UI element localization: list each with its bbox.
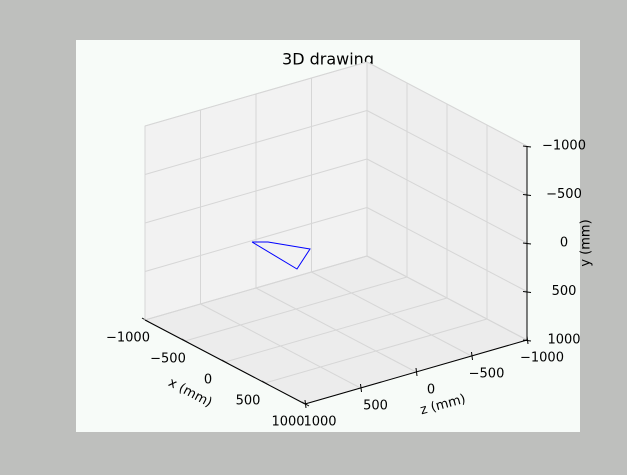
x-tick-label: 0 <box>204 373 212 388</box>
x-tick-label: 500 <box>236 394 261 409</box>
chart-title: 3D drawing <box>282 50 374 69</box>
y-tick-label: −1000 <box>542 139 586 154</box>
grid-line <box>366 255 528 341</box>
grid-line <box>144 255 368 321</box>
z-tick-label: 500 <box>363 399 388 414</box>
axis-line <box>144 319 306 405</box>
x-tick-label: −500 <box>150 352 186 367</box>
x-tick-label: 1000 <box>271 415 304 430</box>
grid-line <box>366 61 528 147</box>
grid-line <box>366 158 528 244</box>
grid-line <box>144 61 368 127</box>
y-tick-label: 1000 <box>547 333 580 348</box>
z-tick-label: −500 <box>469 367 505 382</box>
y-tick-label: 500 <box>552 284 577 299</box>
data-line <box>251 241 311 270</box>
grid-line <box>311 271 472 357</box>
grid-line <box>144 158 368 224</box>
grid-line <box>366 110 528 195</box>
grid-line <box>144 110 368 175</box>
y-axis-label: y (mm) <box>579 219 594 266</box>
grid-line <box>144 207 368 272</box>
y-tick-label: −500 <box>546 187 582 202</box>
axis-line <box>304 339 528 405</box>
grid-line <box>366 207 528 292</box>
x-tick-label: −1000 <box>106 331 150 346</box>
z-tick-label: −1000 <box>520 351 564 366</box>
z-tick-label: 1000 <box>303 415 336 430</box>
y-tick-label: 0 <box>560 236 568 251</box>
z-tick-label: 0 <box>427 383 435 398</box>
grid-line <box>255 287 417 373</box>
grid-line <box>200 303 361 389</box>
